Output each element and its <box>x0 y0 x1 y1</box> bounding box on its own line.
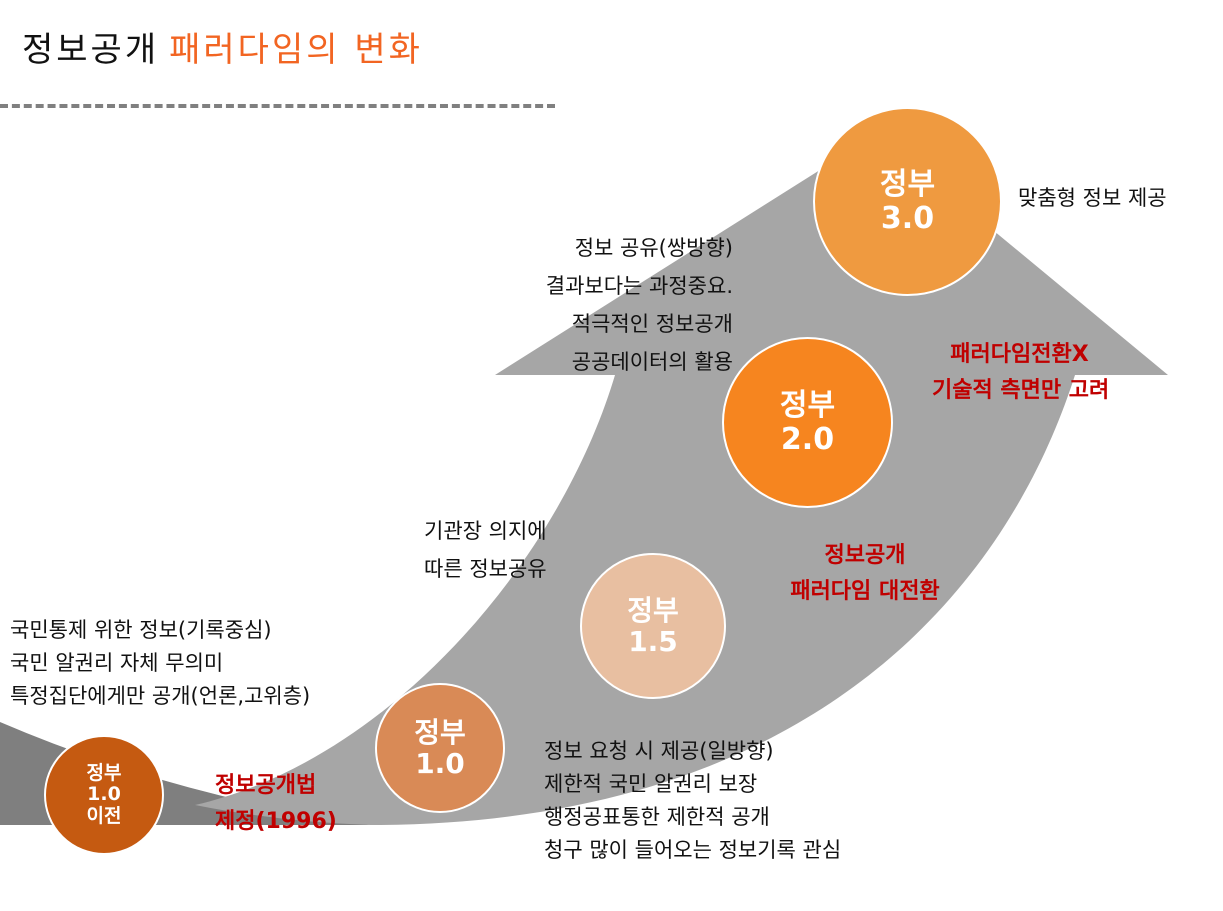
stage-suffix: 이전 <box>86 804 122 827</box>
note-line: 국민 알권리 자체 무의미 <box>10 651 224 675</box>
note-line: 청구 많이 들어오는 정보기록 관심 <box>544 838 842 862</box>
note-line: 공공데이터의 활용 <box>571 350 733 374</box>
highlight-noshift: 패러다임전환X 기술적 측면만 고려 <box>932 337 1110 409</box>
highlight-shift: 정보공개 패러다임 대전환 <box>770 538 960 610</box>
stage-version: 2.0 <box>780 421 835 457</box>
note-line: 따른 정보공유 <box>424 557 547 581</box>
stage-label: 정부 <box>779 387 836 423</box>
highlight-line: 기술적 측면만 고려 <box>932 378 1110 403</box>
notes-gov30: 맞춤형 정보 제공 <box>1018 182 1167 215</box>
highlight-line: 패러다임 대전환 <box>790 579 940 604</box>
notes-gov20: 정보 공유(쌍방향) 결과보다는 과정중요. 적극적인 정보공개 공공데이터의 … <box>546 229 733 381</box>
stage-gov-30: 정부 3.0 <box>813 107 1002 296</box>
stage-gov-pre10: 정부 1.0 이전 <box>44 735 164 855</box>
stage-label: 정부 <box>86 762 122 785</box>
note-line: 행정공표통한 제한적 공개 <box>544 805 770 829</box>
note-line: 기관장 의지에 <box>424 519 547 543</box>
title-part1: 정보공개 <box>22 30 160 70</box>
stage-version: 1.0 <box>415 747 465 780</box>
note-line: 결과보다는 과정중요. <box>545 274 733 298</box>
arrow-body-light <box>195 134 1168 825</box>
note-line: 정보 요청 시 제공(일방향) <box>544 739 774 763</box>
highlight-line: 정보공개법 <box>215 773 317 798</box>
highlight-law: 정보공개법 제정(1996) <box>215 768 337 840</box>
stage-label: 정부 <box>879 166 936 202</box>
stage-label: 정부 <box>414 715 466 749</box>
notes-gov15: 기관장 의지에 따른 정보공유 <box>424 512 547 588</box>
notes-gov10: 정보 요청 시 제공(일방향) 제한적 국민 알권리 보장 행정공표통한 제한적… <box>544 735 841 867</box>
highlight-line: 패러다임전환X <box>950 342 1089 367</box>
note-line: 국민통제 위한 정보(기록중심) <box>10 618 272 642</box>
title-part2: 패러다임의 변화 <box>169 30 423 70</box>
stage-gov-10: 정부 1.0 <box>375 683 505 813</box>
stage-gov-15: 정부 1.5 <box>580 553 726 699</box>
note-line: 맞춤형 정보 제공 <box>1018 186 1167 210</box>
note-line: 정보 공유(쌍방향) <box>574 236 733 260</box>
note-line: 제한적 국민 알권리 보장 <box>544 772 758 796</box>
stage-version: 3.0 <box>880 200 935 236</box>
highlight-line: 정보공개 <box>824 543 906 568</box>
stage-gov-20: 정부 2.0 <box>722 337 893 508</box>
notes-pre10: 국민통제 위한 정보(기록중심) 국민 알권리 자체 무의미 특정집단에게만 공… <box>10 614 310 713</box>
stage-version: 1.0 <box>87 783 121 806</box>
dashed-divider <box>0 104 555 108</box>
stage-label: 정부 <box>627 593 679 627</box>
note-line: 적극적인 정보공개 <box>571 312 733 336</box>
note-line: 특정집단에게만 공개(언론,고위층) <box>10 684 311 708</box>
stage-version: 1.5 <box>628 625 678 658</box>
page-title: 정보공개 패러다임의 변화 <box>22 22 423 71</box>
highlight-line: 제정(1996) <box>215 809 337 834</box>
